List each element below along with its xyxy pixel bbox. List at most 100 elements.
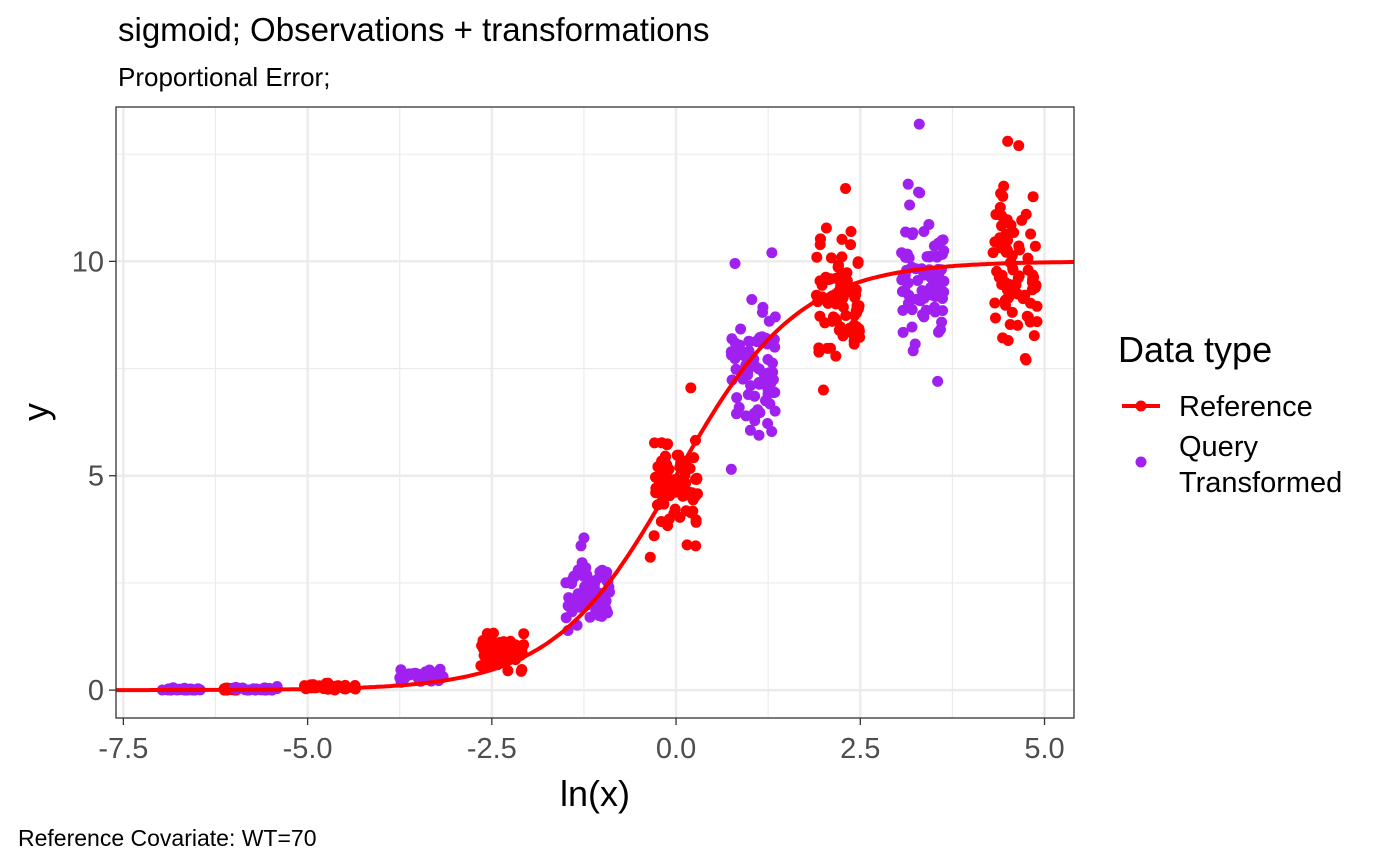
reference-point xyxy=(494,636,506,648)
reference-point xyxy=(820,222,832,234)
reference-point xyxy=(836,233,848,245)
query-point xyxy=(604,586,615,598)
panel-border xyxy=(115,106,1075,719)
reference-point xyxy=(685,507,697,519)
reference-point xyxy=(821,342,833,354)
query-point xyxy=(766,426,778,437)
query-point xyxy=(933,326,944,338)
query-point xyxy=(765,367,777,379)
reference-point xyxy=(690,516,702,528)
reference-point xyxy=(1017,293,1029,305)
query-point xyxy=(757,301,769,313)
reference-point xyxy=(987,247,999,259)
y-axis: 0 5 10 xyxy=(72,246,116,707)
legend: Data type Reference Query Transformed xyxy=(1118,329,1342,499)
query-point xyxy=(909,338,921,350)
query-point xyxy=(938,245,950,257)
query-point xyxy=(397,670,409,682)
reference-point xyxy=(669,503,681,515)
query-point xyxy=(748,407,760,419)
query-point xyxy=(900,251,911,263)
reference-point xyxy=(845,226,857,237)
reference-point xyxy=(813,342,825,354)
query-point xyxy=(902,297,914,309)
query-point xyxy=(766,247,778,259)
reference-point xyxy=(1013,140,1025,152)
reference-point xyxy=(840,310,852,321)
reference-curve xyxy=(116,260,1074,693)
x-tick-label: -7.5 xyxy=(98,733,148,765)
legend-entry-query-transformed: Query Transformed xyxy=(1135,431,1342,499)
query-point xyxy=(936,316,948,328)
reference-point xyxy=(516,664,528,675)
query-point xyxy=(742,369,754,381)
query-point xyxy=(923,251,935,263)
query-point xyxy=(932,375,944,387)
reference-point xyxy=(1005,219,1017,231)
x-axis-title: ln(x) xyxy=(560,773,630,814)
x-tick-label: 2.5 xyxy=(840,733,880,765)
query-point xyxy=(923,219,935,230)
query-point xyxy=(924,288,936,299)
reference-point xyxy=(649,437,660,449)
reference-point xyxy=(836,251,848,263)
reference-point xyxy=(990,209,1002,220)
query-point xyxy=(580,585,592,597)
query-point xyxy=(753,363,765,375)
reference-point xyxy=(475,660,487,672)
y-tick-label: 5 xyxy=(88,461,104,493)
query-point xyxy=(754,332,766,343)
reference-point xyxy=(989,297,1001,309)
reference-point xyxy=(832,261,844,273)
legend-title: Data type xyxy=(1118,329,1272,370)
query-point xyxy=(906,321,918,333)
reference-point xyxy=(650,482,662,494)
reference-point xyxy=(644,551,656,563)
legend-label-query-line2: Transformed xyxy=(1179,467,1342,499)
reference-point xyxy=(830,350,842,362)
query-point xyxy=(902,178,914,190)
reference-point xyxy=(661,439,673,451)
reference-point xyxy=(996,269,1008,281)
query-point xyxy=(735,323,747,335)
reference-point xyxy=(674,511,686,523)
reference-point xyxy=(1022,264,1034,276)
query-point xyxy=(899,284,911,296)
query-point xyxy=(769,341,781,353)
reference-point xyxy=(683,486,695,498)
reference-point xyxy=(1020,354,1032,366)
legend-key-point-query xyxy=(1135,456,1147,468)
reference-point xyxy=(811,251,823,263)
chart-caption: Reference Covariate: WT=70 xyxy=(18,825,317,851)
query-point xyxy=(729,258,741,270)
reference-point xyxy=(851,307,863,319)
legend-label-reference: Reference xyxy=(1179,391,1313,423)
query-point xyxy=(907,227,919,239)
query-point xyxy=(594,566,606,578)
x-tick-label: 0.0 xyxy=(656,733,696,765)
reference-point xyxy=(852,257,864,269)
query-point xyxy=(769,405,781,417)
reference-point xyxy=(817,384,829,396)
query-point xyxy=(742,389,754,400)
reference-point xyxy=(1027,191,1039,203)
reference-point xyxy=(823,274,835,285)
reference-point xyxy=(1007,264,1019,276)
reference-point xyxy=(1006,306,1018,318)
query-point xyxy=(729,353,741,365)
panel-background xyxy=(116,107,1074,718)
reference-point xyxy=(690,473,701,485)
chart-title: sigmoid; Observations + transformations xyxy=(118,11,710,48)
x-axis: -7.5 -5.0 -2.5 0.0 2.5 5.0 xyxy=(98,718,1065,765)
reference-point xyxy=(676,476,688,488)
legend-label-query-line1: Query xyxy=(1179,431,1258,463)
query-point xyxy=(571,568,583,580)
query-point xyxy=(753,377,765,388)
reference-point xyxy=(815,233,826,245)
reference-point xyxy=(650,471,661,483)
reference-point xyxy=(1012,319,1024,331)
reference-point xyxy=(685,382,697,394)
query-point xyxy=(409,667,421,679)
reference-point xyxy=(652,461,664,473)
